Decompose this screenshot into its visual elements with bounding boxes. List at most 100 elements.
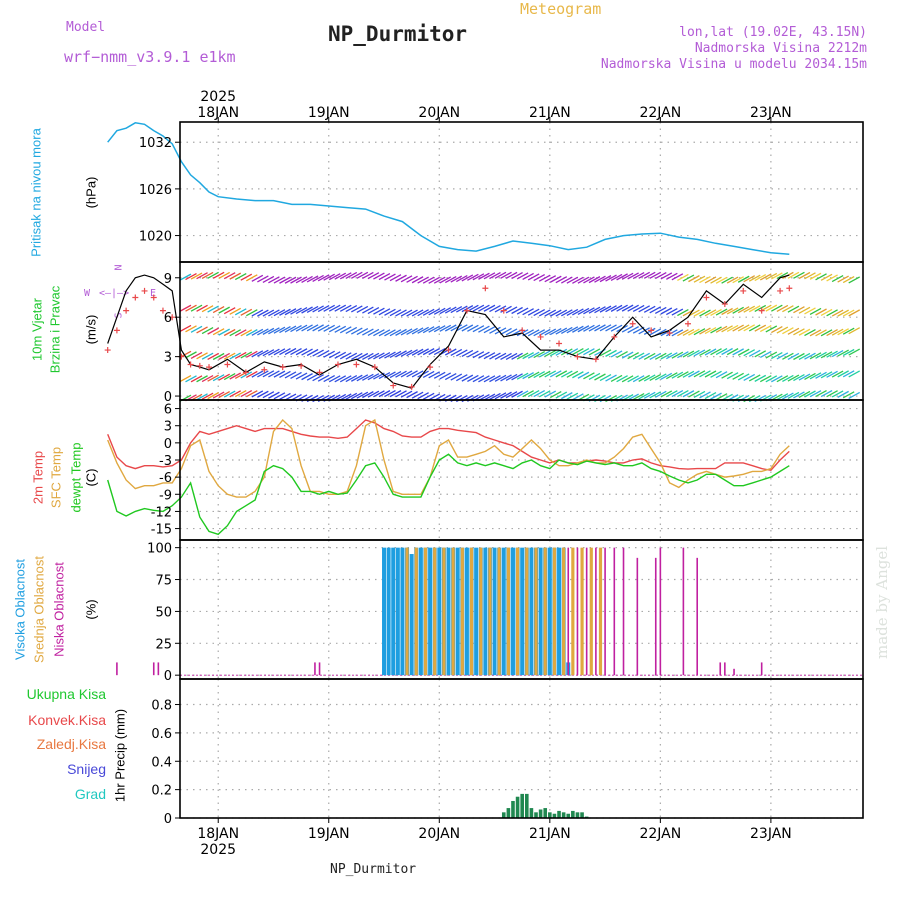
wind-barb: [616, 304, 628, 312]
wind-barb: [721, 325, 733, 333]
wind-barb: [654, 390, 667, 398]
high-cloud-bar: [428, 547, 433, 676]
wind-barb: [284, 347, 297, 356]
wind-barb: [196, 375, 208, 383]
temperature-ytick-label: -3: [159, 454, 172, 469]
wind-barb: [251, 274, 264, 282]
wind-barb: [201, 374, 214, 383]
wind-barb: [422, 276, 435, 284]
wind-barb: [190, 375, 203, 383]
wind-barb: [406, 349, 418, 357]
mid-cloud-bar: [515, 547, 520, 676]
wind-barb: [577, 325, 590, 333]
wind-barb: [666, 390, 678, 398]
wind-barb: [594, 306, 606, 314]
wind-barb: [356, 305, 369, 314]
wind-barb: [467, 374, 479, 383]
wind-gust-marker: [390, 382, 397, 389]
wind-barb: [489, 352, 501, 360]
wind-barb: [428, 325, 440, 333]
wind-barb: [737, 275, 750, 283]
top-day-label: 22JAN: [639, 105, 681, 121]
top-day-label: 21JAN: [529, 105, 571, 121]
wind-barb: [450, 373, 463, 381]
wind-barb: [798, 390, 811, 398]
wind-barb: [268, 309, 280, 317]
wind-barb: [572, 347, 584, 356]
top-day-label: 20JAN: [418, 105, 460, 121]
wind-barb: [478, 272, 490, 280]
wind-barb: [229, 352, 242, 360]
high-cloud-bar: [483, 547, 488, 676]
bottom-day-label: 21JAN: [529, 826, 571, 842]
wind-barb: [732, 276, 744, 284]
wind-barb: [489, 271, 501, 280]
wind-barb: [400, 328, 413, 336]
wind-barb: [743, 349, 756, 357]
wind-barb: [588, 372, 601, 380]
wind-barb: [478, 375, 490, 383]
wind-barb: [848, 276, 861, 284]
wind-barb: [489, 304, 501, 313]
wind-barb: [444, 372, 457, 381]
wind-barb: [400, 390, 413, 398]
wind-barb: [699, 391, 711, 399]
wind-barb: [229, 372, 242, 380]
wind-barb: [815, 390, 827, 398]
wind-barb: [726, 307, 739, 315]
wind-barb: [599, 275, 612, 283]
wind-barb: [771, 304, 783, 312]
low-cloud-bar: [724, 662, 726, 676]
wind-barb: [848, 348, 861, 356]
wind-barb: [704, 370, 717, 378]
wind-barb: [561, 309, 573, 317]
precip-grad-legend: Grad: [74, 786, 106, 802]
wind-barb: [317, 324, 330, 332]
wind-barb: [212, 391, 225, 399]
precip-snow-legend: Snijeg: [67, 761, 106, 777]
wind-barb: [782, 352, 794, 360]
wind-barb: [798, 271, 811, 280]
elevation: Nadmorska Visina 2212m: [694, 41, 867, 56]
wind-barb: [411, 327, 424, 335]
wind-barb: [295, 372, 308, 380]
wind-barb: [207, 392, 219, 400]
mid-cloud-bar: [451, 547, 455, 676]
wind-barb: [682, 274, 695, 282]
wind-barb: [815, 351, 827, 359]
wind-barb: [433, 325, 446, 333]
mid-cloud-bar: [543, 547, 547, 676]
wind-barb: [339, 272, 352, 280]
mid-cloud-bar: [571, 547, 575, 676]
wind-barb: [362, 352, 374, 361]
wind-barb: [328, 325, 341, 333]
model-label: Model: [66, 20, 106, 35]
wind-barb: [793, 328, 805, 336]
wind-barb: [837, 328, 849, 336]
wind-barb: [505, 271, 518, 279]
wind-barb: [643, 305, 656, 313]
precip-bar: [529, 808, 534, 818]
wind-barb: [494, 271, 507, 279]
wind-gust-marker: [786, 285, 793, 292]
wind-barb: [351, 352, 363, 360]
wind-barb: [351, 271, 363, 279]
wind-barb: [754, 324, 767, 332]
footer-station: NP_Durmitor: [330, 862, 417, 877]
wind-barb: [196, 393, 208, 401]
low-cloud-bar: [696, 557, 699, 676]
wind-barb: [804, 390, 816, 398]
wind-barb: [367, 272, 380, 280]
wind-barb: [467, 324, 479, 332]
wind-barb: [395, 328, 407, 336]
wind-barb: [494, 305, 507, 313]
precip-ytick-label: 0.6: [151, 727, 172, 742]
wind-barb: [782, 374, 794, 383]
wind-barb: [666, 272, 678, 280]
wind-barb: [538, 309, 551, 317]
wind-barb: [461, 324, 474, 332]
mid-cloud-bar: [506, 547, 510, 676]
wind-barb: [190, 325, 203, 333]
wind-barb: [820, 390, 833, 398]
wind-barb: [561, 370, 573, 378]
